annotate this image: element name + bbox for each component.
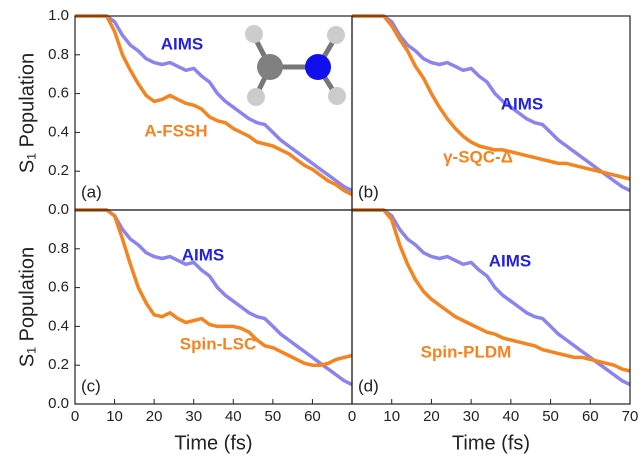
y-tick-label: 0.4 bbox=[48, 317, 69, 334]
series-line bbox=[75, 208, 353, 387]
panel-label: (a) bbox=[81, 182, 102, 201]
series-line bbox=[75, 208, 353, 367]
series-line bbox=[75, 14, 353, 197]
y-tick-label: 0.2 bbox=[48, 162, 69, 179]
series-label: Spin-LSC bbox=[180, 334, 257, 353]
panel-label: (b) bbox=[358, 182, 379, 201]
x-tick-label: 40 bbox=[503, 408, 520, 425]
panel-frame bbox=[74, 15, 353, 211]
y-tick-label: 0.4 bbox=[48, 123, 69, 140]
x-axis-label: Time (fs) bbox=[174, 432, 252, 454]
y-tick-label: 0.2 bbox=[48, 356, 69, 373]
panel-frame bbox=[74, 209, 353, 405]
x-tick-label: 50 bbox=[542, 408, 559, 425]
series-line bbox=[352, 14, 631, 181]
x-tick-label: 30 bbox=[185, 408, 202, 425]
series-label: Spin-PLDM bbox=[421, 342, 512, 361]
x-tick-label: 0 bbox=[348, 408, 356, 425]
series-line bbox=[352, 208, 631, 373]
y-tick-label: 0.6 bbox=[48, 279, 69, 296]
series-label: γ-SQC-Δ bbox=[443, 147, 513, 166]
series-label: AIMS bbox=[501, 94, 544, 113]
y-axis-label: S₁ Population bbox=[16, 53, 38, 173]
series-label: AIMS bbox=[489, 251, 532, 270]
y-axis-label: S₁ Population bbox=[16, 247, 38, 367]
y-tick-label: 0.8 bbox=[48, 46, 69, 63]
x-tick-label: 30 bbox=[463, 408, 480, 425]
series-label: A-FSSH bbox=[144, 121, 207, 140]
series-label: AIMS bbox=[161, 34, 204, 53]
series-line bbox=[75, 14, 353, 193]
panel-frame bbox=[351, 15, 631, 211]
x-tick-label: 40 bbox=[225, 408, 242, 425]
y-tick-label: 0.6 bbox=[48, 85, 69, 102]
panel-frame bbox=[351, 209, 631, 405]
x-tick-label: 60 bbox=[582, 408, 599, 425]
series-label: AIMS bbox=[182, 245, 225, 264]
x-tick-label: 60 bbox=[304, 408, 321, 425]
series-line bbox=[352, 14, 631, 193]
x-tick-label: 20 bbox=[423, 408, 440, 425]
x-axis-label: Time (fs) bbox=[452, 432, 530, 454]
panel-label: (c) bbox=[81, 376, 101, 395]
x-tick-label: 10 bbox=[106, 408, 123, 425]
y-tick-label: 1.0 bbox=[48, 7, 69, 24]
y-tick-label: 0.0 bbox=[48, 201, 69, 218]
y-tick-label: 0.0 bbox=[48, 395, 69, 412]
x-tick-label: 70 bbox=[622, 408, 639, 425]
x-tick-label: 20 bbox=[146, 408, 163, 425]
y-tick-label: 0.8 bbox=[48, 240, 69, 257]
panel-label: (d) bbox=[358, 376, 379, 395]
series-line bbox=[352, 208, 631, 387]
x-tick-label: 10 bbox=[383, 408, 400, 425]
x-tick-label: 0 bbox=[71, 408, 79, 425]
molecule-icon bbox=[245, 25, 346, 106]
x-tick-label: 50 bbox=[265, 408, 282, 425]
